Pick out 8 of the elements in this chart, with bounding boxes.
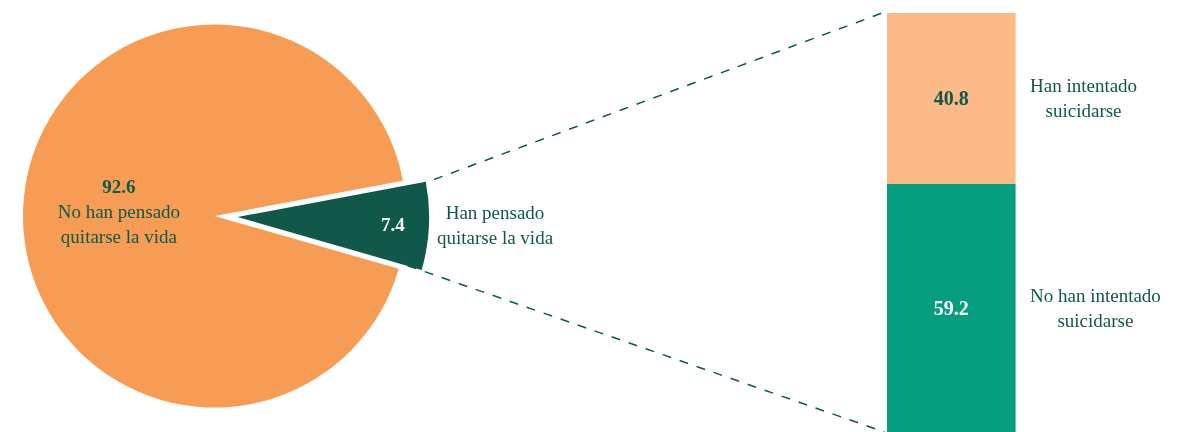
data-label: 7.4 (380, 213, 406, 235)
series-label: Han intentado suicidarse (1030, 75, 1138, 121)
series-label: No han intentado suicidarse (1030, 285, 1161, 331)
data-label: 40.8 (933, 87, 969, 110)
slice-label: No han pensado quitarse la vida (57, 201, 181, 247)
slice-label: Han pensado quitarse la vida (437, 202, 554, 248)
data-label: 59.2 (933, 296, 969, 319)
data-label: 92.6 (102, 176, 136, 198)
